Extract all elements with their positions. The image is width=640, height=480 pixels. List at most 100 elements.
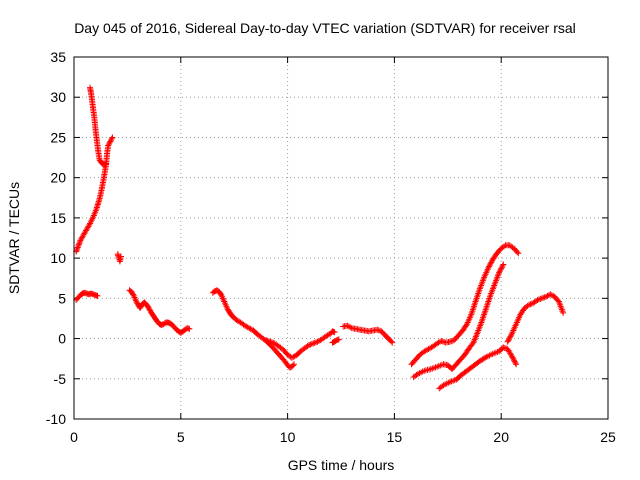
y-tick-label-7: 25 bbox=[50, 129, 66, 145]
data-points bbox=[73, 84, 567, 392]
point-4-4 bbox=[130, 291, 137, 298]
series-late bbox=[504, 291, 567, 345]
point-10-91 bbox=[496, 269, 503, 276]
point-11-57 bbox=[510, 355, 517, 362]
point-6-35 bbox=[310, 340, 317, 347]
point-6-51 bbox=[331, 329, 338, 336]
y-tick-label-1: -5 bbox=[54, 371, 67, 387]
point-5-8 bbox=[217, 291, 224, 298]
point-9-82 bbox=[486, 262, 493, 269]
point-10-96 bbox=[499, 262, 506, 269]
point-9-108 bbox=[515, 250, 522, 257]
point-11-55 bbox=[508, 353, 515, 360]
point-3-8 bbox=[117, 253, 124, 260]
point-10-97 bbox=[500, 261, 507, 268]
point-9-107 bbox=[514, 249, 521, 256]
point-4-66 bbox=[186, 325, 193, 332]
x-tick-label-3: 15 bbox=[387, 429, 403, 445]
point-9-84 bbox=[488, 259, 495, 266]
point-0-1 bbox=[73, 247, 80, 254]
point-9-29 bbox=[446, 338, 453, 345]
point-11-59 bbox=[511, 358, 518, 365]
series-evening-b bbox=[410, 261, 507, 381]
point-4-25 bbox=[146, 306, 153, 313]
point-2-20 bbox=[94, 292, 101, 299]
point-10-52 bbox=[473, 332, 480, 339]
series-isolated bbox=[114, 251, 124, 265]
point-11-47 bbox=[500, 344, 507, 351]
point-12-27 bbox=[527, 301, 534, 308]
point-11-61 bbox=[513, 361, 520, 368]
point-0-4 bbox=[75, 243, 82, 250]
point-0-72 bbox=[107, 138, 114, 145]
point-6-0 bbox=[263, 337, 270, 344]
point-0-6 bbox=[76, 240, 83, 247]
point-4-2 bbox=[128, 288, 135, 295]
point-9-80 bbox=[485, 264, 492, 271]
y-tick-label-5: 15 bbox=[50, 210, 66, 226]
point-6-1 bbox=[264, 337, 271, 344]
point-0-2 bbox=[74, 245, 81, 252]
point-10-51 bbox=[472, 333, 479, 340]
axis-ticks: 0 5 10 15 20 25 -10 -5 0 5 10 15 20 25 30 35 bbox=[46, 49, 616, 445]
grid bbox=[74, 57, 608, 419]
point-4-8 bbox=[132, 297, 139, 304]
point-11-58 bbox=[511, 357, 518, 364]
series-midday-upper bbox=[263, 328, 338, 361]
point-11-2 bbox=[439, 383, 446, 390]
point-8-25 bbox=[375, 327, 382, 334]
point-0-73 bbox=[108, 137, 115, 144]
y-tick-label-4: 10 bbox=[50, 250, 66, 266]
point-11-48 bbox=[501, 344, 508, 351]
point-0-70 bbox=[105, 141, 112, 148]
point-10-49 bbox=[471, 336, 478, 343]
point-9-24 bbox=[439, 338, 446, 345]
series-morning-decline bbox=[126, 287, 193, 336]
x-tick-label-1: 5 bbox=[177, 429, 185, 445]
point-6-4 bbox=[268, 339, 275, 346]
series-low-early bbox=[73, 289, 101, 303]
point-0-3 bbox=[74, 244, 81, 251]
point-12-26 bbox=[525, 301, 532, 308]
chart-title: Day 045 of 2016, Sidereal Day-to-day VTE… bbox=[74, 20, 576, 36]
point-10-48 bbox=[471, 338, 478, 345]
point-12-34 bbox=[537, 295, 544, 302]
series-rise-early bbox=[73, 134, 116, 255]
point-10-92 bbox=[496, 268, 503, 275]
y-axis-label: SDTVAR / TECUs bbox=[6, 182, 22, 294]
point-11-56 bbox=[509, 354, 516, 361]
point-0-5 bbox=[75, 241, 82, 248]
point-10-95 bbox=[498, 264, 505, 271]
y-tick-label-0: -10 bbox=[46, 411, 66, 427]
y-tick-label-9: 35 bbox=[50, 49, 66, 65]
point-8-24 bbox=[374, 326, 381, 333]
point-9-83 bbox=[487, 260, 494, 267]
point-6-37 bbox=[313, 339, 320, 346]
y-tick-label-8: 30 bbox=[50, 89, 66, 105]
point-0-19 bbox=[86, 221, 93, 228]
point-10-94 bbox=[498, 265, 505, 272]
point-6-34 bbox=[308, 340, 315, 347]
series-spike-drop bbox=[87, 84, 110, 168]
point-9-30 bbox=[448, 338, 455, 345]
point-6-33 bbox=[307, 341, 314, 348]
point-6-2 bbox=[266, 338, 273, 345]
series-evening-c bbox=[436, 344, 520, 392]
point-4-24 bbox=[145, 304, 152, 311]
point-4-3 bbox=[129, 290, 136, 297]
point-0-69 bbox=[105, 142, 112, 149]
point-12-3 bbox=[506, 334, 513, 341]
point-11-60 bbox=[512, 359, 519, 366]
series-midday-decline bbox=[209, 287, 298, 371]
point-10-47 bbox=[470, 339, 477, 346]
point-4-14 bbox=[137, 304, 144, 311]
point-0-75 bbox=[109, 134, 116, 141]
point-10-53 bbox=[474, 330, 481, 337]
point-10-93 bbox=[497, 266, 504, 273]
point-12-5 bbox=[508, 332, 515, 339]
point-9-23 bbox=[438, 337, 445, 344]
point-8-37 bbox=[389, 339, 396, 346]
point-12-0 bbox=[504, 338, 511, 345]
point-0-74 bbox=[108, 135, 115, 142]
